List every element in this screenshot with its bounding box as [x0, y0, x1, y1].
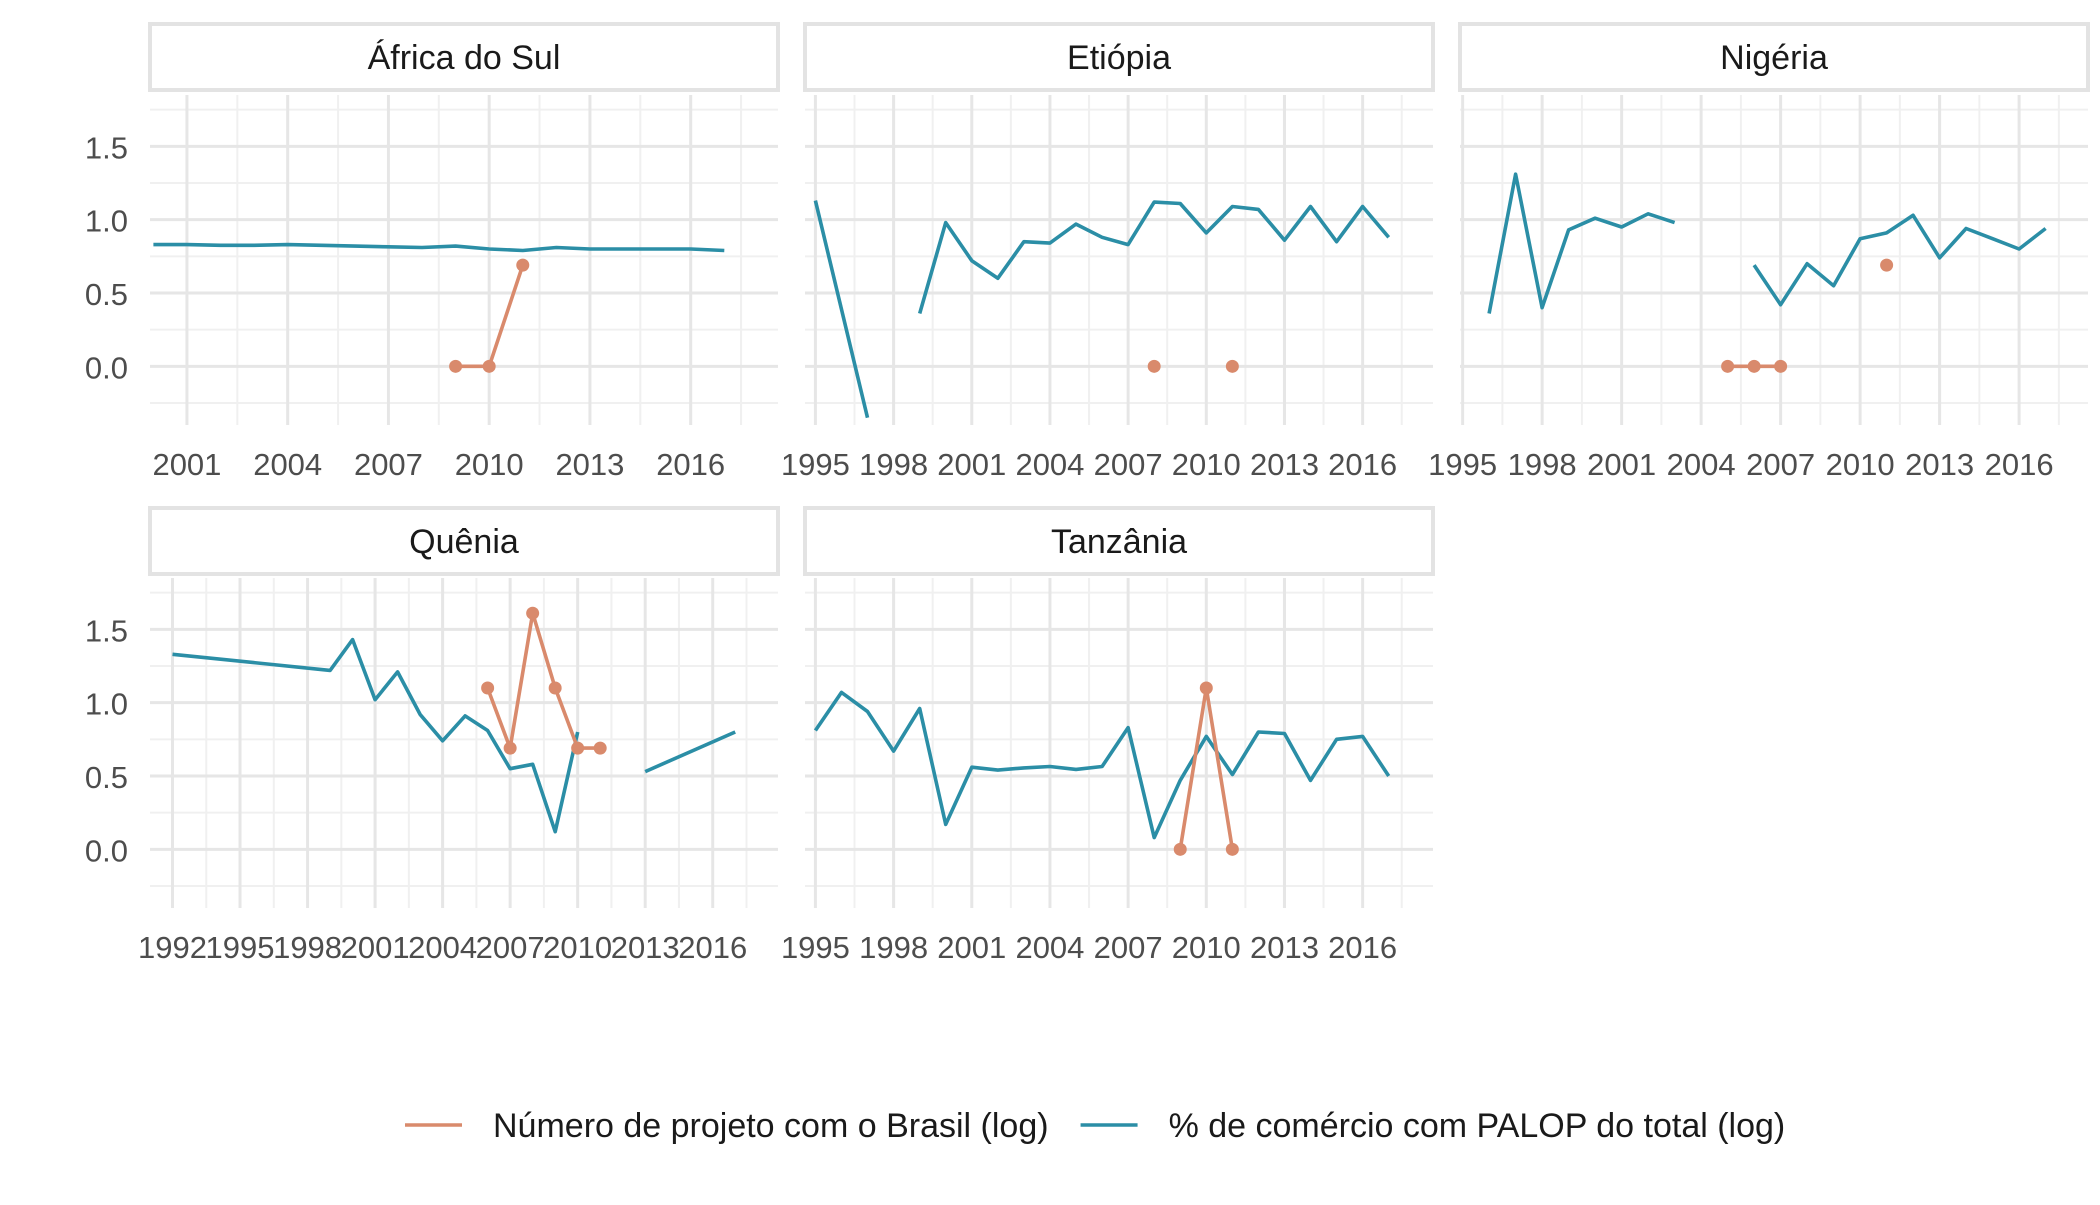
x-tick-label: 1998	[273, 930, 342, 965]
x-tick-label: 2004	[1667, 447, 1736, 482]
x-tick-label: 2001	[341, 930, 410, 965]
facet-strip	[148, 506, 780, 576]
facet-title: Quênia	[409, 523, 519, 561]
x-tick-label: 2007	[354, 447, 423, 482]
x-tick-label: 2013	[611, 930, 680, 965]
projects-data-point	[1747, 359, 1761, 373]
x-tick-label: 2007	[1094, 447, 1163, 482]
facet-title: Tanzânia	[1051, 523, 1187, 561]
trade-series-line	[917, 200, 1391, 314]
x-tick-label: 2016	[678, 930, 747, 965]
y-tick-label: 1.5	[85, 130, 128, 165]
trade-series-line	[172, 637, 580, 834]
projects-data-point	[1173, 842, 1187, 856]
trade-series-line	[1752, 213, 2047, 307]
legend: Número de projeto com o Brasil (log) % de…	[405, 1107, 1785, 1145]
x-tick-label: 2010	[543, 930, 612, 965]
x-tick-label: 2013	[555, 447, 624, 482]
projects-data-point	[1880, 258, 1894, 272]
y-tick-label: 1.0	[85, 687, 128, 722]
x-tick-label: 2001	[937, 930, 1006, 965]
facet-panel: Etiópia 1995 1998 2001 2004 2007 2010 2013 2016	[781, 22, 1435, 482]
x-tick-label: 2001	[1587, 447, 1656, 482]
x-tick-label: 1998	[1508, 447, 1577, 482]
projects-data-point	[1199, 681, 1213, 695]
facet-title: Nigéria	[1720, 39, 1828, 77]
facet-strip	[803, 506, 1435, 576]
projects-data-point	[593, 741, 607, 755]
projects-data-point	[481, 681, 495, 695]
projects-data-point	[1721, 359, 1735, 373]
x-tick-label: 2010	[1826, 447, 1895, 482]
x-tick-label: 2001	[152, 447, 221, 482]
x-tick-label: 2013	[1250, 930, 1319, 965]
x-tick-label: 1995	[1428, 447, 1497, 482]
trade-series-line	[644, 730, 736, 774]
x-tick-label: 2016	[1328, 930, 1397, 965]
y-tick-label: 1.5	[85, 613, 128, 648]
x-tick-label: 1995	[781, 447, 850, 482]
projects-data-point	[1147, 359, 1161, 373]
projects-data-point	[449, 359, 463, 373]
facet-strip	[1458, 22, 2090, 92]
x-tick-label: 2004	[1015, 930, 1084, 965]
x-tick-label: 1998	[859, 447, 928, 482]
x-tick-label: 2013	[1250, 447, 1319, 482]
x-tick-label: 1995	[781, 930, 850, 965]
projects-data-point	[1225, 842, 1239, 856]
facet-title: Etiópia	[1067, 39, 1171, 77]
projects-data-point	[516, 258, 530, 272]
facet-panel: Quênia0.00.51.01.51992199519982001200420…	[85, 506, 780, 965]
facet-strip	[148, 22, 780, 92]
x-tick-label: 2010	[455, 447, 524, 482]
x-tick-label: 2004	[1015, 447, 1084, 482]
facet-strip	[803, 22, 1435, 92]
x-tick-label: 2001	[937, 447, 1006, 482]
y-tick-label: 0.5	[85, 277, 128, 312]
x-tick-label: 2007	[1746, 447, 1815, 482]
y-tick-label: 1.0	[85, 204, 128, 239]
projects-data-point	[1774, 359, 1788, 373]
x-tick-label: 2007	[476, 930, 545, 965]
x-tick-label: 2007	[1094, 930, 1163, 965]
x-tick-label: 2013	[1905, 447, 1974, 482]
trade-series-line	[813, 690, 1391, 840]
x-tick-label: 2016	[656, 447, 725, 482]
facet-title: África do Sul	[368, 39, 561, 77]
x-tick-label: 1998	[859, 930, 928, 965]
x-tick-label: 2004	[408, 930, 477, 965]
trade-series-line	[1487, 172, 1676, 314]
projects-data-point	[548, 681, 562, 695]
x-tick-label: 2010	[1172, 930, 1241, 965]
x-tick-label: 2016	[1328, 447, 1397, 482]
facet-panel: Tanzânia 1995 1998 2001 2004 2007 2010 2013 2016	[781, 506, 1435, 965]
projects-data-point	[482, 359, 496, 373]
y-tick-label: 0.0	[85, 833, 128, 868]
x-tick-label: 2010	[1172, 447, 1241, 482]
x-tick-label: 2016	[1985, 447, 2054, 482]
facet-panel: África do Sul 0.0 0.5 1.0 1.5 2001 2004 2007 201…	[85, 22, 780, 482]
projects-data-point	[526, 606, 540, 620]
trade-series-line	[153, 242, 725, 253]
y-tick-label: 0.0	[85, 350, 128, 385]
x-tick-label: 1992	[138, 930, 207, 965]
x-tick-label: 1995	[206, 930, 275, 965]
projects-data-point	[503, 741, 517, 755]
projects-data-point	[1225, 359, 1239, 373]
projects-data-point	[571, 741, 585, 755]
x-tick-label: 2004	[253, 447, 322, 482]
trade-series-line	[813, 200, 870, 419]
facet-panel: Nigéria 1995 1998 2001 2004 2007 2010 2013 2016	[1428, 22, 2090, 482]
y-tick-label: 0.5	[85, 760, 128, 795]
legend-label-projects: Número de projeto com o Brasil (log)	[493, 1107, 1049, 1145]
legend-label-trade: % de comércio com PALOP do total (log)	[1169, 1107, 1786, 1145]
